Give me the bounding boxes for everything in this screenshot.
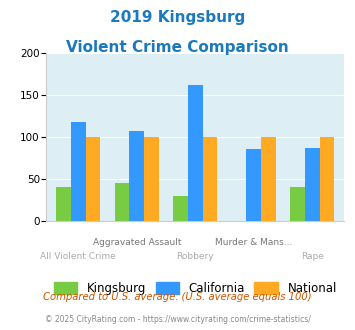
Bar <box>261 137 275 221</box>
Bar <box>320 137 334 221</box>
Bar <box>173 196 188 221</box>
Bar <box>246 149 261 221</box>
Text: 2019 Kingsburg: 2019 Kingsburg <box>110 10 245 25</box>
Text: © 2025 CityRating.com - https://www.cityrating.com/crime-statistics/: © 2025 CityRating.com - https://www.city… <box>45 315 310 324</box>
Bar <box>115 183 130 221</box>
Bar <box>290 187 305 221</box>
Bar <box>86 137 100 221</box>
Bar <box>71 122 86 221</box>
Text: Robbery: Robbery <box>176 252 214 261</box>
Text: Rape: Rape <box>301 252 324 261</box>
Bar <box>56 187 71 221</box>
Text: Compared to U.S. average. (U.S. average equals 100): Compared to U.S. average. (U.S. average … <box>43 292 312 302</box>
Text: All Violent Crime: All Violent Crime <box>40 252 116 261</box>
Text: Violent Crime Comparison: Violent Crime Comparison <box>66 40 289 54</box>
Bar <box>203 137 217 221</box>
Legend: Kingsburg, California, National: Kingsburg, California, National <box>49 278 342 300</box>
Text: Aggravated Assault: Aggravated Assault <box>93 238 181 247</box>
Bar <box>188 85 203 221</box>
Bar <box>305 148 320 221</box>
Bar <box>130 131 144 221</box>
Bar <box>144 137 159 221</box>
Text: Murder & Mans...: Murder & Mans... <box>215 238 293 247</box>
